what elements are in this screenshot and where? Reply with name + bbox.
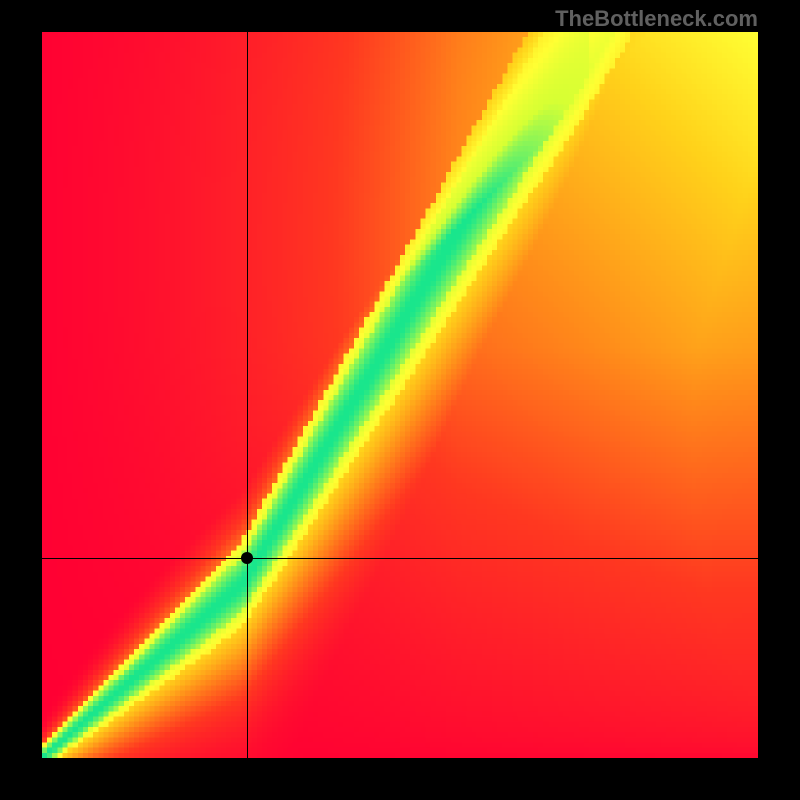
heatmap-canvas [42,32,758,758]
data-point-marker [241,552,253,564]
watermark-text: TheBottleneck.com [555,6,758,32]
crosshair-horizontal [42,558,758,559]
heatmap-plot [42,32,758,758]
crosshair-vertical [247,32,248,758]
